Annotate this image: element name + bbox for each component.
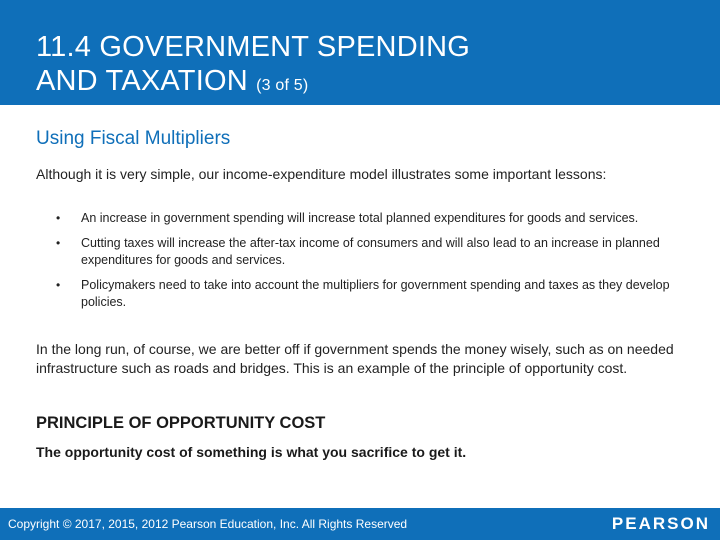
bullet-icon: •: [56, 211, 61, 225]
bullet-item: • An increase in government spending wil…: [56, 210, 686, 227]
title-line-2: AND TAXATION (3 of 5): [36, 64, 470, 103]
bullet-icon: •: [56, 236, 61, 250]
pearson-logo: PEARSON: [611, 514, 710, 533]
intro-text: Although it is very simple, our income-e…: [36, 166, 607, 182]
copyright-text: Copyright © 2017, 2015, 2012 Pearson Edu…: [8, 517, 408, 531]
bullet-text: An increase in government spending will …: [81, 211, 639, 225]
header-bar: 11.4 GOVERNMENT SPENDING AND TAXATION (3…: [0, 0, 720, 105]
title-page-indicator: (3 of 5): [256, 77, 309, 94]
principle-heading: PRINCIPLE OF OPPORTUNITY COST: [36, 414, 326, 432]
footer-bar: Copyright © 2017, 2015, 2012 Pearson Edu…: [0, 508, 720, 540]
title-line-2-text: AND TAXATION: [36, 65, 248, 97]
bullet-text: Policymakers need to take into account t…: [81, 278, 670, 309]
bullet-item: • Policymakers need to take into account…: [56, 277, 686, 311]
bullet-icon: •: [56, 278, 61, 292]
principle-definition: The opportunity cost of something is wha…: [36, 444, 467, 460]
section-subtitle: Using Fiscal Multipliers: [36, 128, 231, 149]
bullet-list: • An increase in government spending wil…: [56, 210, 686, 319]
slide-title: 11.4 GOVERNMENT SPENDING AND TAXATION (3…: [36, 30, 470, 103]
body-paragraph: In the long run, of course, we are bette…: [36, 341, 674, 376]
bullet-text: Cutting taxes will increase the after-ta…: [81, 236, 660, 267]
title-line-1: 11.4 GOVERNMENT SPENDING: [36, 31, 470, 63]
bullet-item: • Cutting taxes will increase the after-…: [56, 235, 686, 269]
